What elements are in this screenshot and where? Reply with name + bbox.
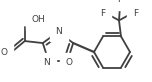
Text: F: F (133, 9, 138, 18)
Text: N: N (56, 26, 62, 36)
Text: O: O (1, 48, 8, 57)
Text: F: F (117, 0, 123, 4)
Text: F: F (100, 9, 105, 18)
Text: O: O (66, 58, 73, 67)
Text: OH: OH (32, 15, 46, 24)
Text: N: N (43, 58, 50, 67)
